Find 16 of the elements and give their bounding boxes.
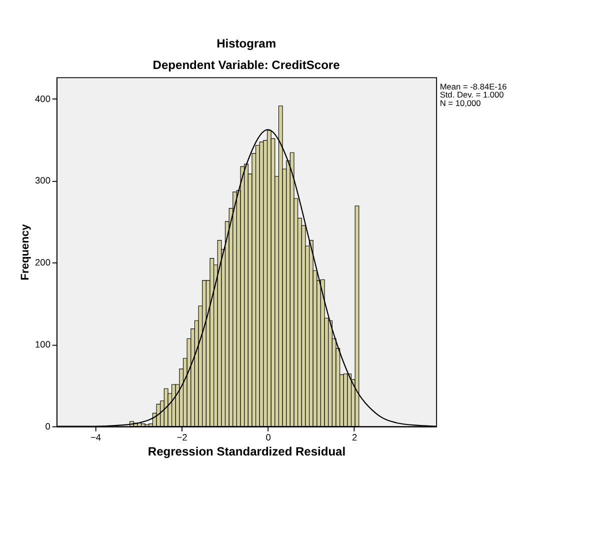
x-tick-label: −4 xyxy=(90,432,102,443)
y-tick-label: 400 xyxy=(35,94,50,104)
y-tick-label: 300 xyxy=(35,176,50,186)
x-tick-label: −2 xyxy=(176,432,188,443)
text: N = 10,000 xyxy=(440,98,482,108)
chart-title: Histogram xyxy=(216,36,276,51)
x-tick-label: 0 xyxy=(266,432,271,443)
text: Mean = -8.84E-16 xyxy=(440,81,508,92)
y-tick-label: 0 xyxy=(45,422,50,432)
text: Std. Dev. = 1.000 xyxy=(440,90,504,100)
x-axis-title: Regression Standardized Residual xyxy=(148,444,346,458)
y-axis-title: Frequency xyxy=(20,223,32,280)
y-tick-label: 200 xyxy=(35,258,50,268)
x-tick-label: 2 xyxy=(352,432,358,443)
y-tick-label: 100 xyxy=(35,340,50,350)
chart-subtitle: Dependent Variable: CreditScore xyxy=(152,58,340,72)
